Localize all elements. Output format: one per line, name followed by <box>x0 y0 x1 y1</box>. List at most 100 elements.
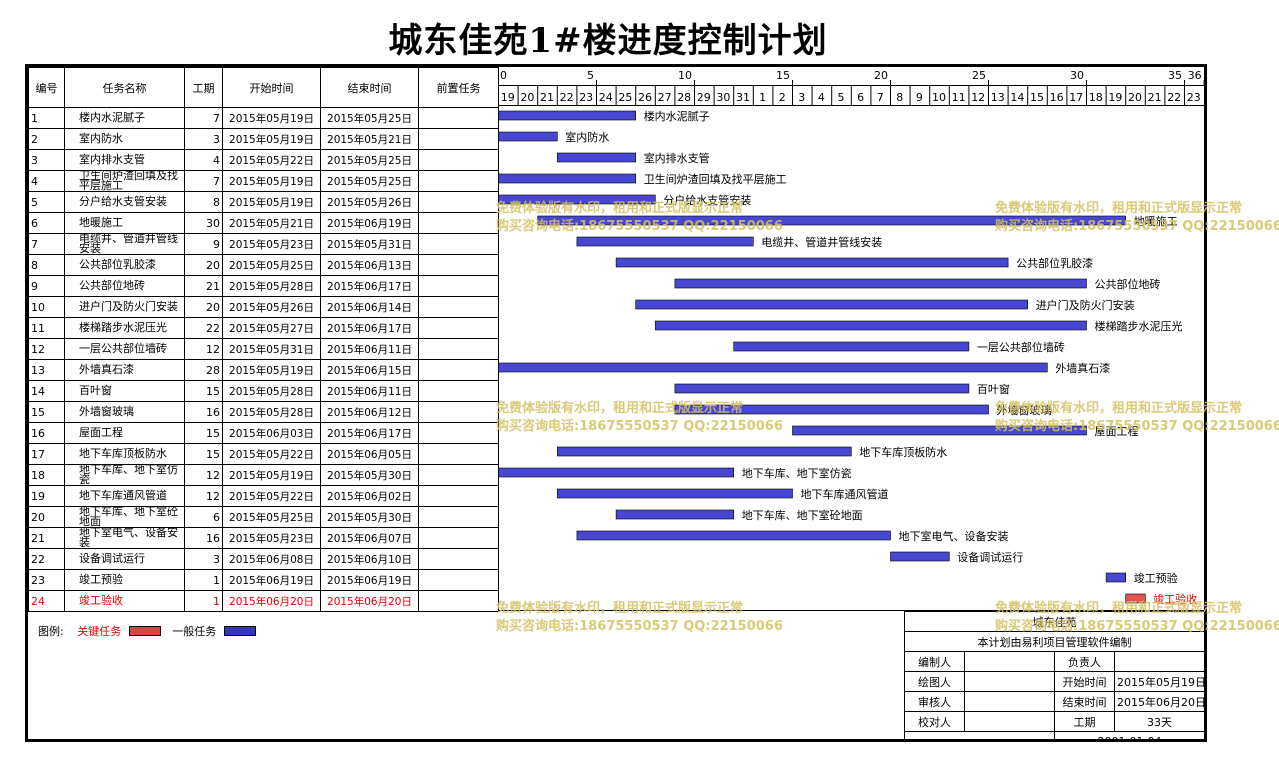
task-bar <box>498 131 558 142</box>
scale-label: 10 <box>678 69 692 82</box>
task-start: 2015年05月19日 <box>222 128 321 150</box>
table-row[interactable]: 2 室内防水 3 2015年05月19日 2015年05月21日 <box>28 128 499 150</box>
legend-normal-label: 一般任务 <box>172 625 217 638</box>
table-row[interactable]: 12 一层公共部位墙砖 12 2015年05月31日 2015年06月11日 <box>28 338 499 360</box>
table-row[interactable]: 18 地下车库、地下室仿瓷 12 2015年05月19日 2015年05月30日 <box>28 464 499 486</box>
table-row[interactable]: 15 外墙窗玻璃 16 2015年05月28日 2015年06月12日 <box>28 401 499 423</box>
table-row[interactable]: 23 竣工预验 1 2015年06月19日 2015年06月19日 <box>28 569 499 591</box>
day-label: 28 <box>677 91 691 104</box>
task-name: 地下车库、地下室仿瓷 <box>64 464 185 486</box>
task-predecessor <box>418 107 499 129</box>
signoff-duration-label: 工期 <box>1054 711 1115 732</box>
task-bar <box>498 173 636 184</box>
task-bar-label: 百叶窗 <box>977 382 1010 396</box>
table-row[interactable]: 6 地暖施工 30 2015年05月21日 2015年06月19日 <box>28 212 499 234</box>
legend-critical-label: 关键任务 <box>77 625 122 638</box>
table-row[interactable]: 10 进户门及防火门安装 20 2015年05月26日 2015年06月14日 <box>28 296 499 318</box>
signoff-reviewer-label: 审核人 <box>904 691 965 712</box>
table-row[interactable]: 3 室内排水支管 4 2015年05月22日 2015年05月25日 <box>28 149 499 171</box>
task-predecessor <box>418 443 499 465</box>
task-id: 24 <box>28 590 65 612</box>
task-start: 2015年05月28日 <box>222 380 321 402</box>
day-label: 2 <box>779 91 786 104</box>
task-predecessor <box>418 296 499 318</box>
col-header-duration: 工期 <box>184 67 223 108</box>
task-bar-label: 地下室电气、设备安装 <box>899 529 1009 543</box>
schedule-frame: 编号 任务名称 工期 开始时间 结束时间 前置任务 1 楼内水泥腻子 7 2015年0… <box>25 64 1207 742</box>
scale-label: 20 <box>874 69 888 82</box>
day-label: 3 <box>798 91 805 104</box>
task-id: 14 <box>28 380 65 402</box>
task-name: 竣工预验 <box>64 569 185 591</box>
table-row[interactable]: 19 地下车库通风管道 12 2015年05月22日 2015年06月02日 <box>28 485 499 507</box>
task-id: 20 <box>28 506 65 528</box>
task-name: 地下车库顶板防水 <box>64 443 185 465</box>
day-label: 4 <box>818 91 825 104</box>
task-start: 2015年06月03日 <box>222 422 321 444</box>
day-label: 14 <box>1010 91 1024 104</box>
task-duration: 16 <box>184 527 223 549</box>
task-start: 2015年05月23日 <box>222 527 321 549</box>
table-row[interactable]: 16 屋面工程 15 2015年06月03日 2015年06月17日 <box>28 422 499 444</box>
signoff-reviewer-value <box>964 691 1055 712</box>
col-header-predecessor: 前置任务 <box>418 67 499 108</box>
task-predecessor <box>418 527 499 549</box>
table-row[interactable]: 24 竣工验收 1 2015年06月20日 2015年06月20日 <box>28 590 499 612</box>
scale-label: 35 <box>1168 69 1182 82</box>
task-bar-label: 公共部位乳胶漆 <box>1016 256 1093 270</box>
table-row[interactable]: 13 外墙真石漆 28 2015年05月19日 2015年06月15日 <box>28 359 499 381</box>
task-duration: 15 <box>184 443 223 465</box>
task-duration: 15 <box>184 380 223 402</box>
task-end: 2015年05月26日 <box>320 191 419 213</box>
task-name: 楼梯踏步水泥压光 <box>64 317 185 339</box>
task-start: 2015年05月28日 <box>222 401 321 423</box>
day-label: 21 <box>540 91 554 104</box>
task-bar <box>498 467 734 478</box>
task-end: 2015年05月31日 <box>320 233 419 255</box>
task-duration: 30 <box>184 212 223 234</box>
day-label: 5 <box>838 91 845 104</box>
table-row[interactable]: 5 分户给水支管安装 8 2015年05月19日 2015年05月26日 <box>28 191 499 213</box>
signoff-start-value: 2015年05月19日 <box>1114 671 1204 692</box>
table-row[interactable]: 1 楼内水泥腻子 7 2015年05月19日 2015年05月25日 <box>28 107 499 129</box>
day-label: 7 <box>877 91 884 104</box>
task-name: 外墙窗玻璃 <box>64 401 185 423</box>
task-duration: 4 <box>184 149 223 171</box>
task-predecessor <box>418 212 499 234</box>
task-start: 2015年05月22日 <box>222 485 321 507</box>
table-row[interactable]: 21 地下室电气、设备安装 16 2015年05月23日 2015年06月07日 <box>28 527 499 549</box>
task-id: 11 <box>28 317 65 339</box>
table-row[interactable]: 11 楼梯踏步水泥压光 22 2015年05月27日 2015年06月17日 <box>28 317 499 339</box>
table-row[interactable]: 4 卫生间炉渣回填及找平层施工 7 2015年05月19日 2015年05月25日 <box>28 170 499 192</box>
signoff-responsible-label: 负责人 <box>1054 651 1115 672</box>
table-row[interactable]: 17 地下车库顶板防水 15 2015年05月22日 2015年06月05日 <box>28 443 499 465</box>
task-duration: 3 <box>184 548 223 570</box>
task-name: 设备调试运行 <box>64 548 185 570</box>
task-bar-label: 设备调试运行 <box>957 550 1023 564</box>
task-bar-label: 室内排水支管 <box>644 151 710 165</box>
task-id: 10 <box>28 296 65 318</box>
task-id: 7 <box>28 233 65 255</box>
task-duration: 7 <box>184 107 223 129</box>
table-row[interactable]: 14 百叶窗 15 2015年05月28日 2015年06月11日 <box>28 380 499 402</box>
task-end: 2015年06月10日 <box>320 548 419 570</box>
table-row[interactable]: 8 公共部位乳胶漆 20 2015年05月25日 2015年06月13日 <box>28 254 499 276</box>
task-bar <box>576 530 891 541</box>
day-label: 25 <box>618 91 632 104</box>
scale-label: 25 <box>972 69 986 82</box>
table-row[interactable]: 20 地下车库、地下室砼地面 6 2015年05月25日 2015年05月30日 <box>28 506 499 528</box>
task-id: 1 <box>28 107 65 129</box>
task-duration: 1 <box>184 569 223 591</box>
table-row[interactable]: 9 公共部位地砖 21 2015年05月28日 2015年06月17日 <box>28 275 499 297</box>
signoff-end-label: 结束时间 <box>1054 691 1115 712</box>
task-bar <box>615 509 734 520</box>
table-row[interactable]: 7 电缆井、管道井管线安装 9 2015年05月23日 2015年05月31日 <box>28 233 499 255</box>
table-row[interactable]: 22 设备调试运行 3 2015年06月08日 2015年06月10日 <box>28 548 499 570</box>
day-label: 31 <box>736 91 750 104</box>
task-bar-label: 室内防水 <box>565 130 609 144</box>
task-name: 外墙真石漆 <box>64 359 185 381</box>
task-bar <box>498 194 656 205</box>
task-end: 2015年05月21日 <box>320 128 419 150</box>
task-duration: 15 <box>184 422 223 444</box>
